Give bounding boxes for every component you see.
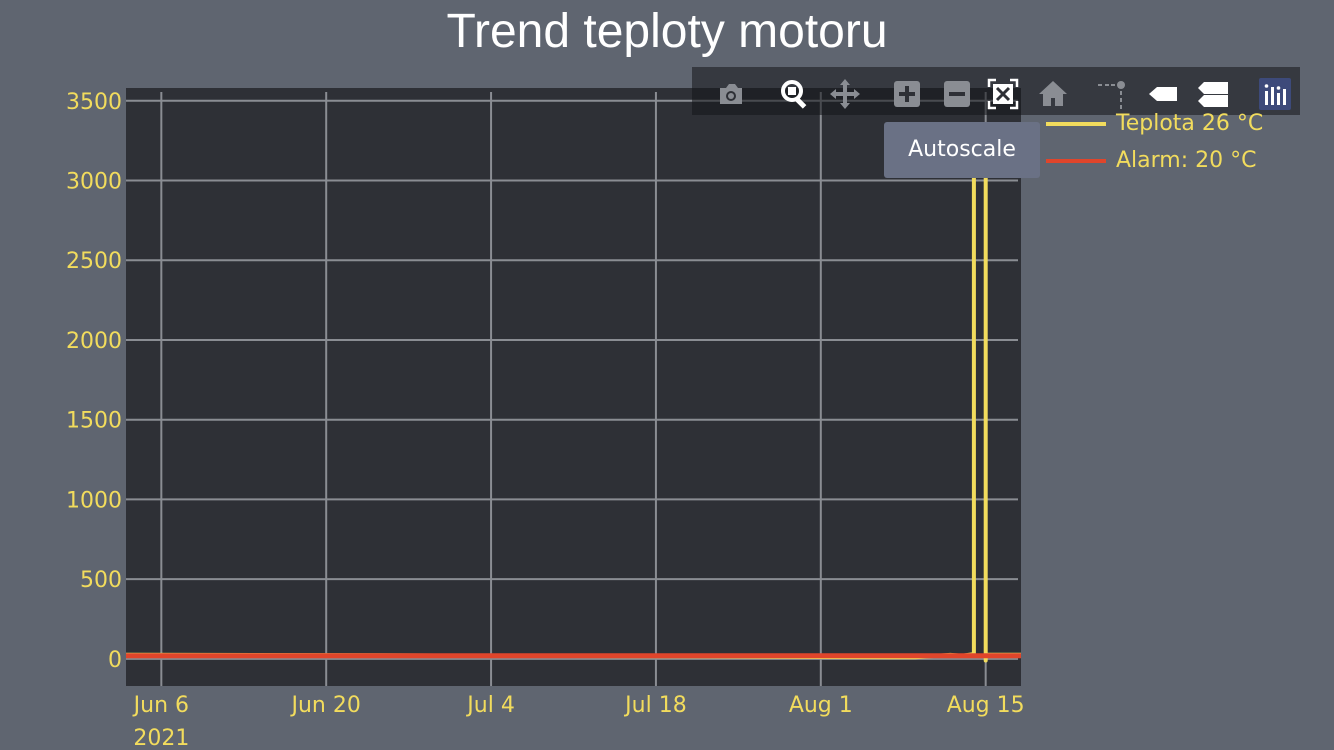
- y-tick-label: 1500: [66, 409, 122, 434]
- y-axis-ticks: 0 500 1000 1500 2000 2500 3000 3500: [66, 90, 122, 673]
- hover-compare-icon[interactable]: [1196, 77, 1230, 111]
- x-tick-year-label: 2021: [133, 726, 189, 750]
- chart-title: Trend teploty motoru: [446, 5, 888, 58]
- x-tick-label: Jun 20: [290, 693, 361, 718]
- camera-icon[interactable]: [714, 77, 748, 111]
- x-tick-label: Aug 15: [947, 693, 1025, 718]
- pan-icon[interactable]: [828, 77, 862, 111]
- y-tick-label: 2500: [66, 249, 122, 274]
- legend-swatch-teplota: [1046, 122, 1106, 126]
- autoscale-icon[interactable]: [986, 77, 1020, 111]
- y-tick-label: 1000: [66, 488, 122, 513]
- y-tick-label: 0: [108, 648, 122, 673]
- x-tick-label: Jun 6: [132, 693, 189, 718]
- y-tick-label: 500: [80, 568, 122, 593]
- y-tick-label: 3000: [66, 169, 122, 194]
- x-axis-ticks: Jun 6 2021 Jun 20 Jul 4 Jul 18 Aug 1 Aug 15: [132, 693, 1025, 750]
- x-tick-label: Jul 18: [623, 693, 687, 718]
- legend-label-alarm: Alarm: 20 °C: [1116, 148, 1257, 173]
- home-icon[interactable]: [1036, 77, 1070, 111]
- legend-swatch-alarm: [1046, 159, 1106, 163]
- spike-lines-icon[interactable]: [1096, 77, 1130, 111]
- y-tick-label: 2000: [66, 329, 122, 354]
- plotly-logo-icon[interactable]: [1258, 77, 1292, 111]
- plot-area[interactable]: [126, 88, 1021, 686]
- legend-label-teplota: Teplota 26 °C: [1116, 111, 1264, 136]
- zoom-in-icon[interactable]: [890, 77, 924, 111]
- zoom-out-icon[interactable]: [940, 77, 974, 111]
- hover-closest-icon[interactable]: [1146, 77, 1180, 111]
- modebar: [692, 67, 1300, 115]
- series-group: [126, 130, 1021, 663]
- x-tick-label: Aug 1: [789, 693, 853, 718]
- x-tick-label: Jul 4: [465, 693, 515, 718]
- zoom-icon[interactable]: [778, 77, 812, 111]
- modebar-tooltip: Autoscale: [884, 122, 1040, 178]
- y-tick-label: 3500: [66, 90, 122, 115]
